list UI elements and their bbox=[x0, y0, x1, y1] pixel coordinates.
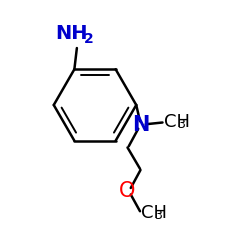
Text: CH: CH bbox=[164, 112, 190, 130]
Text: CH: CH bbox=[141, 204, 167, 222]
Text: 3: 3 bbox=[154, 209, 162, 222]
Text: 2: 2 bbox=[84, 32, 94, 46]
Text: N: N bbox=[132, 115, 150, 135]
Text: 3: 3 bbox=[177, 118, 185, 131]
Text: NH: NH bbox=[56, 24, 88, 43]
Text: O: O bbox=[119, 181, 136, 201]
